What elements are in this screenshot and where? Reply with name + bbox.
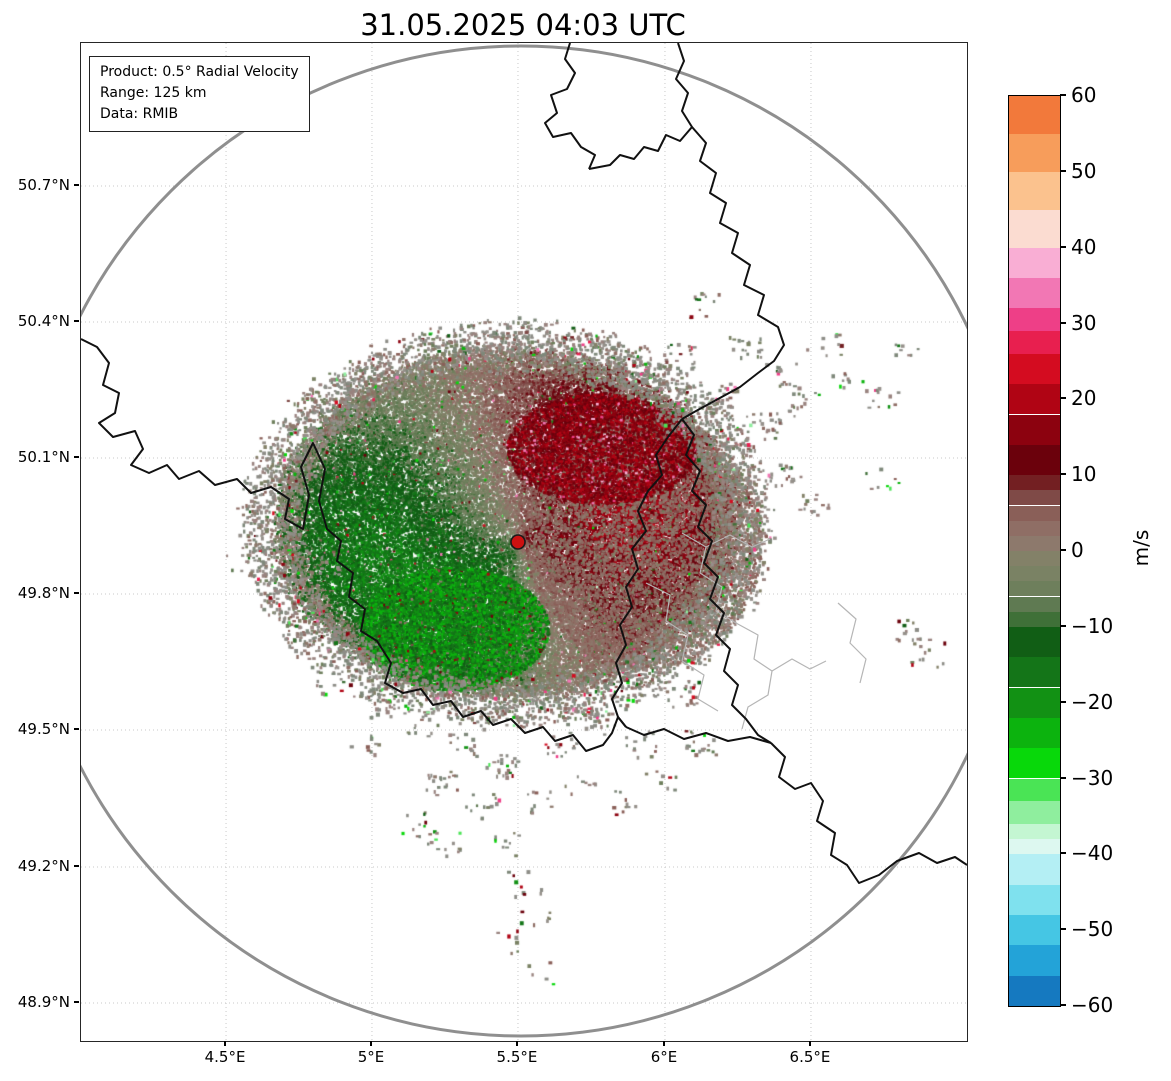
colorbar-tickmark (1060, 624, 1066, 627)
map-plot: Product: 0.5° Radial Velocity Range: 125… (80, 42, 968, 1042)
colorbar-band (1009, 475, 1060, 491)
colorbar-band (1009, 975, 1060, 1006)
colorbar-tickmark (1060, 169, 1066, 172)
colorbar-tickmark (1060, 1004, 1066, 1006)
info-line-data: Data: RMIB (100, 106, 179, 122)
x-tickmark (808, 1041, 811, 1046)
colorbar-tickmark (1060, 397, 1066, 400)
colorbar-band (1009, 505, 1060, 521)
colorbar-band (1009, 247, 1060, 278)
info-line-product: Product: 0.5° Radial Velocity (100, 64, 299, 80)
colorbar-band (1009, 824, 1060, 840)
colorbar-tick-label: 30 (1071, 310, 1097, 335)
colorbar-tickmark (1060, 776, 1066, 779)
x-tick-label: 6.5°E (789, 1048, 831, 1066)
colorbar-gradient (1008, 95, 1061, 1007)
y-tick-label: 49.8°N (17, 583, 70, 602)
colorbar-band (1009, 839, 1060, 855)
colorbar-tick-label: −40 (1071, 841, 1114, 866)
colorbar-band (1009, 520, 1060, 536)
colorbar-tick-label: −50 (1071, 917, 1114, 942)
colorbar-band (1009, 778, 1060, 802)
colorbar-band (1009, 748, 1060, 779)
x-tick-label: 5°E (357, 1048, 385, 1066)
y-tick-label: 49.2°N (17, 857, 70, 876)
colorbar-band (1009, 657, 1060, 688)
colorbar-band (1009, 915, 1060, 946)
colorbar-tickmark (1060, 549, 1066, 551)
colorbar-band (1009, 96, 1060, 134)
y-tickmark (74, 184, 79, 186)
x-tick-label: 4.5°E (204, 1048, 246, 1066)
colorbar-tickmark (1060, 245, 1066, 248)
colorbar-band (1009, 308, 1060, 332)
y-tick-label: 50.4°N (17, 312, 70, 331)
y-tick-label: 50.1°N (17, 447, 70, 466)
colorbar-band (1009, 551, 1060, 567)
product-info-box: Product: 0.5° Radial Velocity Range: 125… (89, 56, 310, 132)
x-tickmark (369, 1041, 372, 1046)
colorbar-tick-label: 0 (1071, 538, 1084, 562)
info-line-range: Range: 125 km (100, 85, 207, 101)
colorbar-band (1009, 331, 1060, 354)
figure-title: 31.05.2025 04:03 UTC (360, 8, 686, 42)
colorbar-tickmark (1060, 321, 1066, 324)
x-tick-label: 6°E (650, 1048, 678, 1066)
colorbar-band (1009, 414, 1060, 445)
colorbar-band (1009, 566, 1060, 582)
colorbar-tick-label: −20 (1071, 689, 1114, 714)
y-tickmark (74, 591, 79, 594)
colorbar-band (1009, 535, 1060, 551)
colorbar-tick-label: 40 (1071, 234, 1097, 259)
colorbar-tickmark (1060, 473, 1066, 476)
colorbar-band (1009, 717, 1060, 749)
colorbar-tick-label: 10 (1071, 462, 1097, 487)
colorbar-band (1009, 945, 1060, 976)
y-tick-label: 48.9°N (17, 992, 70, 1011)
colorbar-band (1009, 209, 1060, 248)
map-overlay (81, 43, 967, 1038)
radar-site-marker (510, 534, 526, 550)
y-tickmark (74, 865, 79, 868)
colorbar-band (1009, 581, 1060, 597)
x-tick-label: 5.5°E (496, 1048, 538, 1066)
colorbar-band (1009, 278, 1060, 309)
colorbar-unit-label: m/s (1129, 529, 1153, 567)
colorbar-tickmark (1060, 852, 1066, 855)
x-tickmark (662, 1041, 665, 1046)
colorbar-band (1009, 611, 1060, 627)
colorbar-band (1009, 171, 1060, 210)
colorbar-band (1009, 444, 1060, 476)
x-tickmark (224, 1041, 227, 1046)
colorbar-tick-label: 60 (1071, 83, 1097, 107)
colorbar-band (1009, 884, 1060, 915)
colorbar-band (1009, 490, 1060, 506)
y-tickmark (74, 1000, 79, 1003)
colorbar-tick-label: −10 (1071, 613, 1114, 638)
colorbar-tick-label: −60 (1071, 993, 1114, 1017)
colorbar-tick-label: 20 (1071, 386, 1097, 411)
colorbar-tickmark (1060, 94, 1066, 96)
colorbar-band (1009, 596, 1060, 612)
colorbar-tick-label: 50 (1071, 158, 1097, 183)
colorbar-tickmark (1060, 928, 1066, 931)
colorbar-band (1009, 353, 1060, 385)
colorbar-tick-label: −30 (1071, 765, 1114, 790)
x-tickmark (515, 1041, 518, 1046)
colorbar-band (1009, 133, 1060, 172)
y-tickmark (74, 320, 79, 323)
colorbar-tickmark (1060, 700, 1066, 703)
colorbar-band (1009, 854, 1060, 885)
colorbar-band (1009, 687, 1060, 718)
colorbar-band (1009, 626, 1060, 658)
y-tick-label: 50.7°N (17, 176, 70, 194)
colorbar-band (1009, 801, 1060, 824)
y-tick-label: 49.5°N (17, 720, 70, 739)
y-tickmark (74, 728, 79, 731)
colorbar-band (1009, 384, 1060, 415)
y-tickmark (74, 455, 79, 458)
